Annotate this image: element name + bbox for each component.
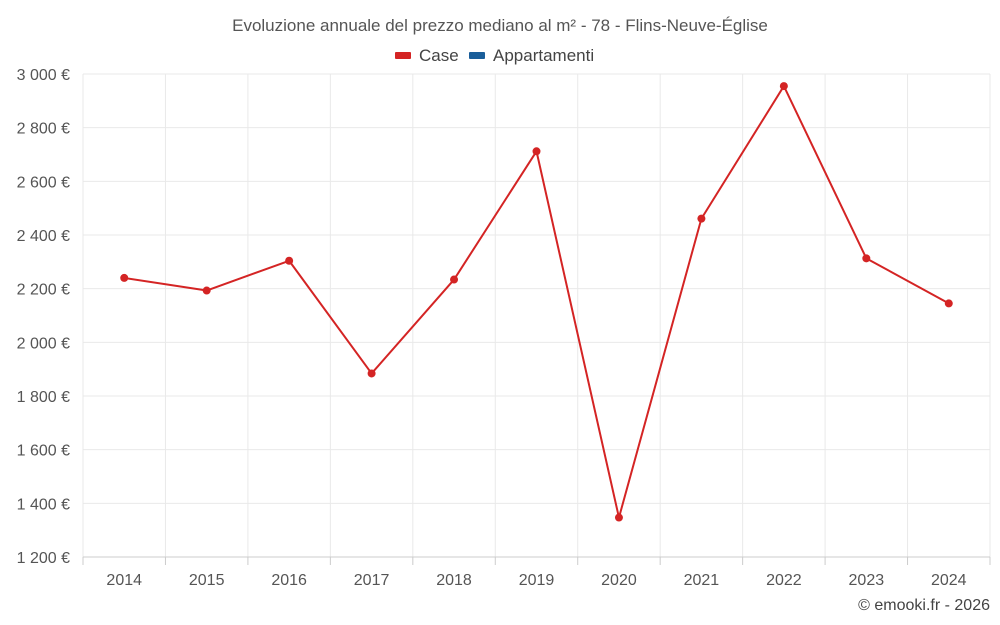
x-tick-label: 2024 [931,572,967,589]
y-tick-label: 3 000 € [17,67,70,84]
y-axis: 1 200 € 1 400 € 1 600 € 1 800 € 2 000 € 2 200… [17,67,70,567]
x-tick-label: 2015 [189,572,225,589]
y-tick-label: 2 200 € [17,282,70,299]
x-tick-label: 2023 [849,572,885,589]
x-tick-label: 2021 [684,572,720,589]
x-tick-label: 2018 [436,572,472,589]
y-tick-label: 2 400 € [17,228,70,245]
x-tick-label: 2022 [766,572,802,589]
y-tick-label: 2 600 € [17,174,70,191]
legend-swatch-case [395,52,411,59]
legend-label-case: Case [419,46,459,65]
y-tick-label: 1 800 € [17,389,70,406]
legend-swatch-appartamenti [469,52,485,59]
y-tick-label: 1 200 € [17,550,70,567]
credit-text: © emooki.fr - 2026 [858,597,990,614]
x-tick-label: 2017 [354,572,390,589]
legend: Case Appartamenti [395,46,594,65]
data-point-case[interactable] [450,275,459,284]
x-axis: 2014 2015 2016 2017 2018 2019 2020 2021 2022 2023… [82,556,991,589]
data-point-case[interactable] [367,369,376,378]
legend-item-case[interactable]: Case [395,46,459,65]
data-point-case[interactable] [202,286,211,295]
x-tick-label: 2020 [601,572,637,589]
y-tick-label: 2 000 € [17,335,70,352]
x-tick-label: 2014 [106,572,142,589]
chart-title: Evoluzione annuale del prezzo mediano al… [232,16,768,35]
data-point-case[interactable] [779,82,788,91]
x-tick-label: 2016 [271,572,307,589]
grid [82,73,991,557]
data-point-case[interactable] [532,147,541,156]
data-point-case[interactable] [285,256,294,265]
y-tick-label: 1 400 € [17,496,70,513]
legend-label-appartamenti: Appartamenti [493,46,594,65]
data-point-case[interactable] [944,299,953,308]
data-point-case[interactable] [862,254,871,263]
data-point-case[interactable] [697,214,706,223]
data-point-case[interactable] [120,273,129,282]
data-point-case[interactable] [614,513,623,522]
series-case [120,82,953,522]
y-tick-label: 2 800 € [17,121,70,138]
x-tick-label: 2019 [519,572,555,589]
y-tick-label: 1 600 € [17,443,70,460]
legend-item-appartamenti[interactable]: Appartamenti [469,46,594,65]
